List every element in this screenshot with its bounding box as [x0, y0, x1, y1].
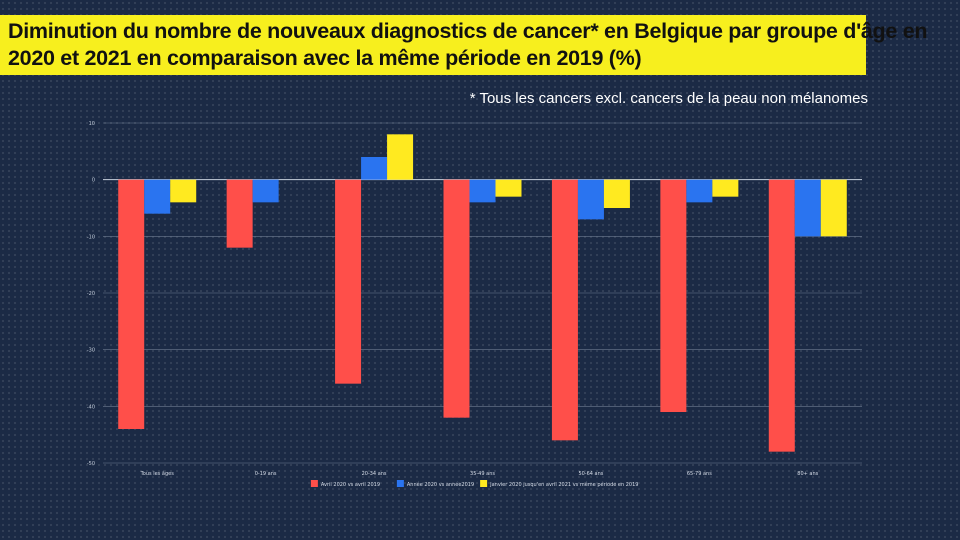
y-tick-label: -20	[87, 291, 95, 297]
bar	[712, 179, 739, 197]
bar	[768, 179, 795, 452]
bar	[226, 179, 253, 248]
y-tick-label: -10	[87, 234, 95, 240]
bar	[603, 179, 630, 208]
x-tick-label: 20-34 ans	[362, 471, 387, 477]
x-tick-label: Tous les âges	[140, 470, 175, 477]
bar	[387, 134, 414, 180]
bar	[686, 179, 713, 203]
x-tick-label: 0-19 ans	[255, 471, 277, 477]
x-tick-label: 65-79 ans	[687, 471, 712, 477]
y-tick-label: -40	[87, 404, 95, 410]
legend-swatch	[310, 480, 318, 487]
legend-label: Avril 2020 vs avril 2019	[321, 482, 380, 488]
chart-footnote: * Tous les cancers excl. cancers de la p…	[469, 90, 868, 107]
x-tick-label: 35-49 ans	[470, 471, 495, 477]
bar	[820, 179, 847, 237]
y-tick-label: 0	[92, 178, 95, 184]
legend-swatch	[480, 480, 488, 487]
bar	[794, 179, 821, 237]
y-tick-label: -30	[87, 348, 95, 354]
legend-label: Janvier 2020 jusqu'en avril 2021 vs même…	[489, 481, 638, 488]
bar	[361, 157, 388, 180]
bar	[577, 179, 604, 220]
bar	[495, 179, 522, 197]
bar	[443, 179, 470, 418]
chart-title: Diminution du nombre de nouveaux diagnos…	[8, 19, 928, 70]
bar	[144, 179, 171, 214]
bar	[118, 179, 145, 429]
bar	[170, 179, 197, 203]
x-tick-label: 80+ ans	[797, 471, 818, 477]
y-tick-label: -50	[87, 461, 95, 467]
bar	[551, 179, 578, 441]
bar	[469, 179, 496, 203]
legend-swatch	[396, 480, 404, 487]
legend-label: Année 2020 vs année2019	[407, 481, 474, 488]
bar	[660, 179, 687, 412]
y-tick-label: 10	[89, 121, 95, 127]
title-banner	[0, 15, 866, 75]
x-tick-label: 50-64 ans	[578, 471, 603, 477]
bar	[252, 179, 279, 203]
bar	[335, 179, 362, 384]
